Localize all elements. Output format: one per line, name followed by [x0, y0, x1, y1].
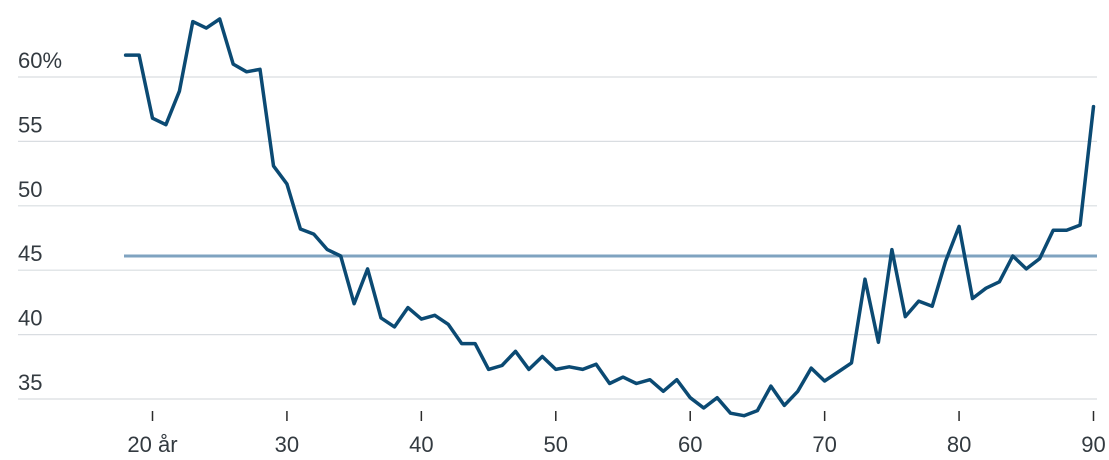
y-tick-label: 50 — [18, 177, 42, 202]
x-tick-label: 80 — [947, 432, 971, 457]
x-tick-label: 20 år — [127, 432, 177, 457]
gridlines — [18, 76, 1097, 400]
x-tick-label: 60 — [678, 432, 702, 457]
y-tick-label: 45 — [18, 241, 42, 266]
x-tick-label: 40 — [409, 432, 433, 457]
y-axis-labels: 60% 55 50 45 40 35 — [18, 48, 62, 395]
y-tick-label: 40 — [18, 306, 42, 331]
x-tick-label: 90 — [1081, 432, 1105, 457]
x-axis: 20 år 30 40 50 60 70 80 90 — [127, 411, 1106, 457]
y-tick-label: 60% — [18, 48, 62, 73]
y-tick-label: 35 — [18, 370, 42, 395]
series-line — [123, 17, 1096, 418]
y-tick-label: 55 — [18, 112, 42, 137]
x-tick-label: 30 — [275, 432, 299, 457]
x-tick-label: 70 — [812, 432, 836, 457]
x-tick-label: 50 — [544, 432, 568, 457]
